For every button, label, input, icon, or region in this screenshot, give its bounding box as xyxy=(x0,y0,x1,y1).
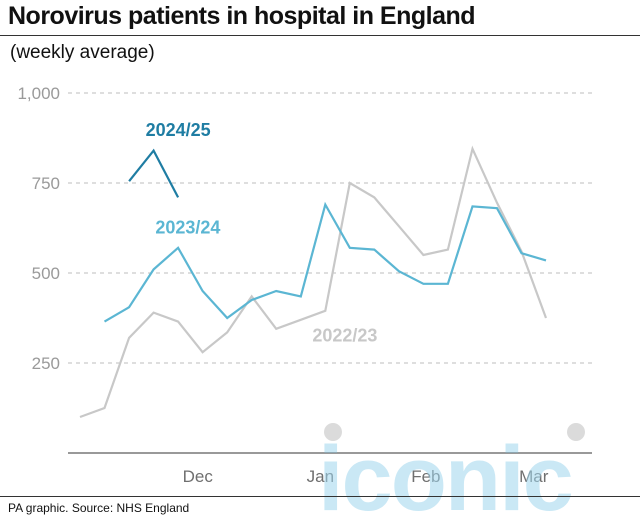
series-line-2024-25 xyxy=(128,148,180,198)
watermark-logo: iconic xyxy=(318,423,585,522)
chart-title: Norovirus patients in hospital in Englan… xyxy=(8,2,476,30)
x-tick-label: Feb xyxy=(411,467,440,486)
watermark-dot-left xyxy=(324,423,342,441)
watermark-text: iconic xyxy=(318,428,572,522)
series-lines xyxy=(79,145,548,419)
x-tick-label: Jan xyxy=(307,467,334,486)
watermark-dot-right xyxy=(567,423,585,441)
y-tick-label: 1,000 xyxy=(17,84,60,103)
bottom-rule xyxy=(0,496,640,497)
series-line-2022-23 xyxy=(79,145,548,419)
y-axis-ticks: 250 500 750 1,000 xyxy=(17,84,60,373)
y-tick-label: 500 xyxy=(32,264,60,283)
series-label: 2022/23 xyxy=(312,325,377,345)
source-note: PA graphic. Source: NHS England xyxy=(8,501,190,515)
x-tick-label: Dec xyxy=(183,467,214,486)
y-tick-label: 250 xyxy=(32,354,60,373)
series-label: 2024/25 xyxy=(146,120,211,140)
series-labels: 2022/23 2023/24 2024/25 xyxy=(146,120,378,345)
series-line-2023-24 xyxy=(103,201,547,323)
x-axis-ticks: Dec Jan Feb Mar xyxy=(183,467,549,486)
series-label: 2023/24 xyxy=(155,217,220,237)
y-tick-label: 750 xyxy=(32,174,60,193)
x-tick-label: Mar xyxy=(519,467,549,486)
chart-subtitle: (weekly average) xyxy=(10,42,155,63)
top-rule xyxy=(0,35,640,36)
